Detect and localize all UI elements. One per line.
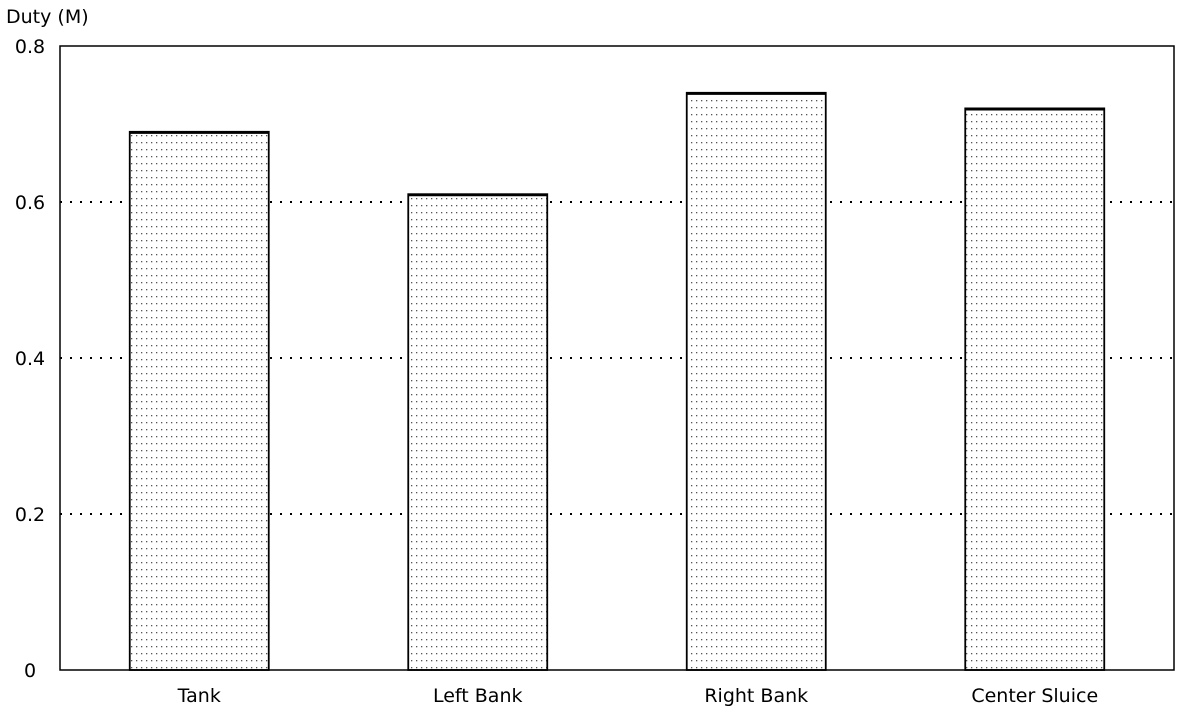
- bar-rect: [407, 193, 549, 671]
- bars: [128, 91, 1106, 671]
- bar: [128, 130, 270, 671]
- y-tick-label: 0.4: [15, 348, 45, 370]
- x-tick-labels: Tank Left Bank Right Bank Center Sluice: [177, 685, 1098, 707]
- y-axis-label: Duty (M): [6, 6, 89, 28]
- y-tick-label: 0.8: [15, 36, 45, 58]
- plot-frame: [59, 45, 1175, 671]
- plot-border: [59, 45, 1175, 671]
- x-tick-label: Left Bank: [433, 685, 523, 707]
- bar-rect: [128, 130, 270, 671]
- bar: [407, 193, 549, 671]
- y-tick-label: 0.2: [15, 504, 45, 526]
- y-tick-label: 0.6: [15, 192, 45, 214]
- bar-rect: [685, 91, 827, 671]
- y-tick-labels: 0 0.2 0.4 0.6 0.8: [15, 36, 45, 682]
- bar-rect: [964, 107, 1106, 671]
- y-tick-label: 0: [24, 660, 36, 682]
- x-tick-label: Center Sluice: [971, 685, 1098, 707]
- x-tick-label: Right Bank: [704, 685, 808, 707]
- bar: [685, 91, 827, 671]
- bar: [964, 107, 1106, 671]
- x-tick-label: Tank: [177, 685, 221, 707]
